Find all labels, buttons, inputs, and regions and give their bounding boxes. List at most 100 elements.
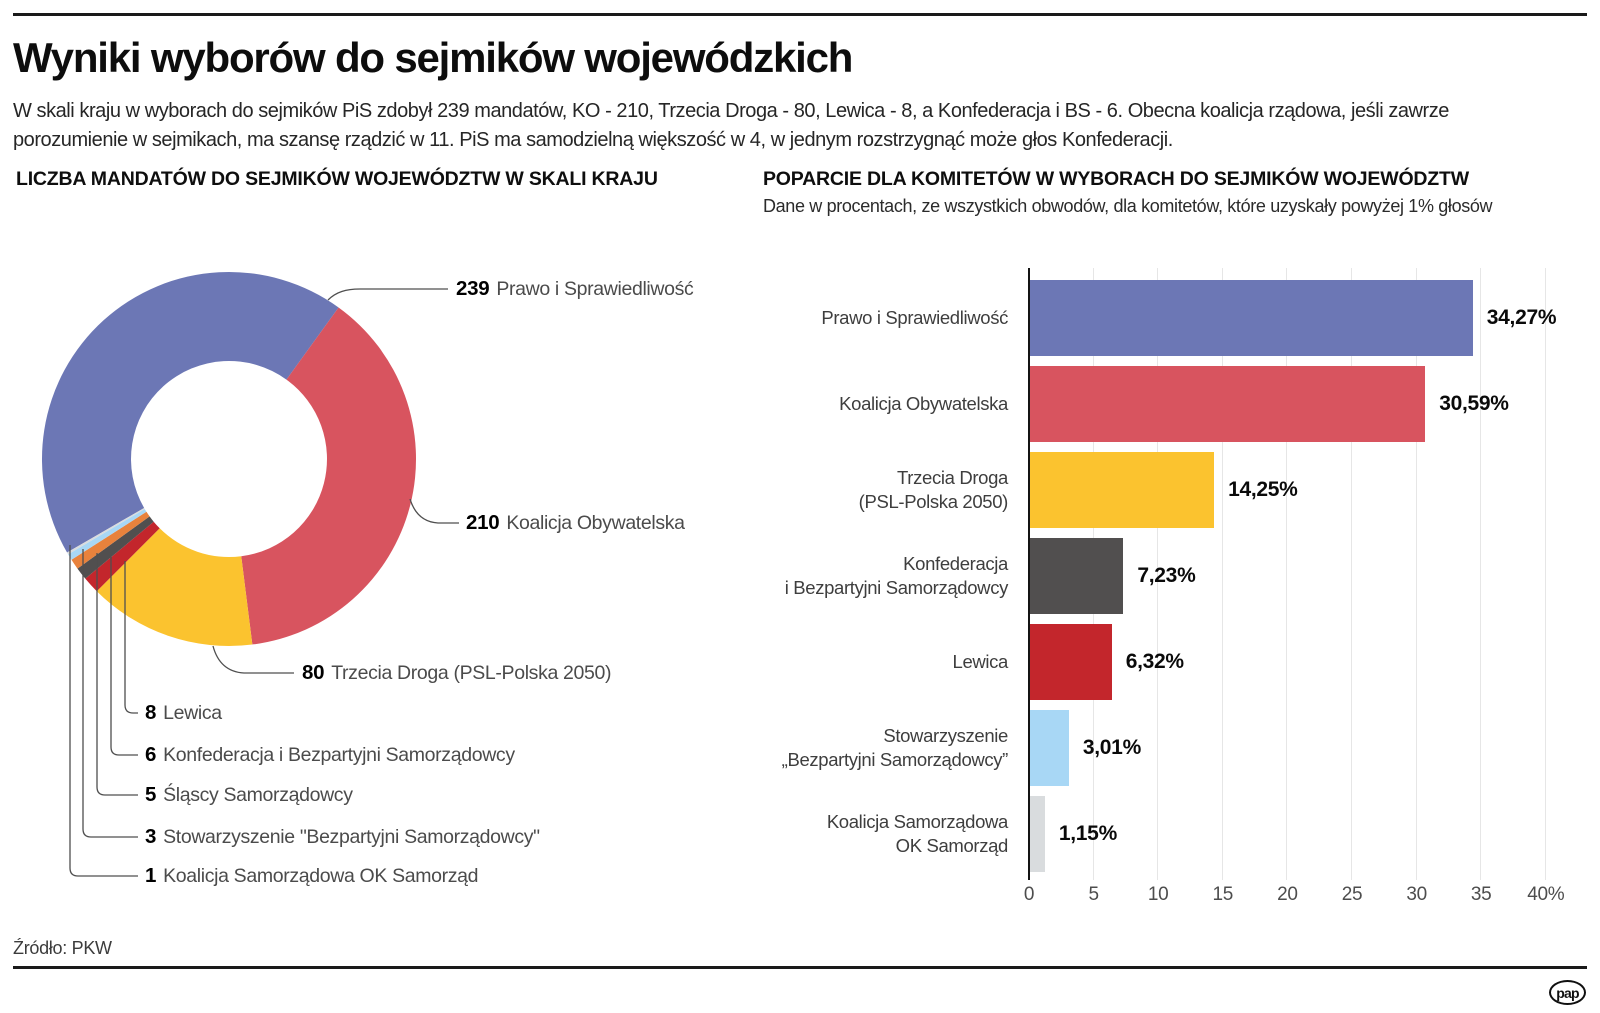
x-tick-label: 0: [1023, 884, 1035, 905]
bar-category-label-line: Koalicja Samorządowa: [826, 811, 1009, 832]
bar-value-label: 1,15%: [1058, 822, 1117, 845]
mandate-count: 1: [145, 864, 157, 887]
donut-callout-label: 1 Koalicja Samorządowa OK Samorząd: [145, 864, 479, 888]
bar-category-label: Konfederacja i Bezpartyjni Samorządowcy: [763, 538, 1009, 614]
callout-line: [96, 553, 138, 796]
x-tick-label: 10: [1147, 884, 1169, 905]
gridline: [1286, 268, 1288, 880]
committee-name: Trzecia Droga (PSL-Polska 2050): [331, 662, 612, 684]
callout-line: [212, 645, 294, 674]
x-tick-label: 15: [1212, 884, 1234, 905]
x-tick-label: 5: [1088, 884, 1099, 905]
committee-name: Lewica: [163, 702, 222, 724]
mandate-count: 3: [145, 825, 157, 848]
bar-category-label-line: „Bezpartyjni Samorządowcy”: [781, 749, 1009, 770]
bar-category-label-line: Stowarzyszenie: [883, 725, 1008, 746]
donut-slice: [71, 511, 150, 569]
gridline: [1351, 268, 1352, 880]
bar-category-label: Trzecia Droga (PSL-Polska 2050): [763, 452, 1009, 528]
mandate-count: 239: [456, 277, 490, 300]
intro-text: W skali kraju w wyborach do sejmików PiS…: [13, 100, 1449, 151]
committee-name: Stowarzyszenie "Bezpartyjni Samorządowcy…: [163, 826, 540, 848]
bar: [1030, 452, 1215, 528]
bar: [1030, 366, 1426, 442]
bar: [1030, 796, 1045, 872]
bar: [1030, 538, 1124, 614]
x-tick-label: 25: [1341, 884, 1363, 905]
donut-slice: [85, 521, 160, 592]
donut-slice: [41, 271, 339, 553]
bottom-rule: [13, 966, 1587, 969]
callout-line: [327, 288, 448, 301]
mandate-count: 5: [145, 783, 157, 806]
donut-chart: [41, 271, 459, 877]
bar-category-label-line: OK Samorząd: [895, 835, 1009, 856]
committee-name: Prawo i Sprawiedliwość: [496, 278, 694, 300]
bar-category-label: Koalicja Obywatelska: [763, 366, 1008, 442]
callout-line: [82, 549, 138, 838]
top-rule: [13, 13, 1587, 16]
pap-logo: pap: [1549, 980, 1586, 1005]
page-title: Wyniki wyborów do sejmików wojewódzkich: [13, 34, 853, 81]
bar-category-label-line: Trzecia Droga: [897, 467, 1008, 488]
donut-slice: [68, 508, 147, 560]
bar: [1030, 624, 1112, 700]
donut-callout-label: 8 Lewica: [145, 701, 222, 725]
bar-value-label: 3,01%: [1082, 736, 1141, 759]
bar: [1030, 710, 1069, 786]
committee-name: Koalicja Obywatelska: [506, 512, 685, 534]
gridline: [1221, 268, 1223, 880]
bar-category-label-line: Konfederacja: [903, 553, 1008, 574]
bar-category-label: Prawo i Sprawiedliwość: [763, 280, 1008, 356]
bar-category-label-line: Prawo i Sprawiedliwość: [821, 307, 1008, 328]
donut-chart-title: LICZBA MANDATÓW DO SEJMIKÓW WOJEWÓDZTW W…: [16, 168, 658, 190]
source-note: Źródło: PKW: [13, 938, 112, 958]
mandate-count: 6: [145, 743, 157, 766]
bar-chart: 0 5 10 15 20 25 30 35 40% Prawo i Sprawiedliwość 3…: [763, 268, 1593, 918]
donut-slice: [67, 508, 145, 555]
x-tick-label: 20: [1277, 884, 1298, 905]
mandate-count: 8: [145, 701, 157, 724]
bar-category-label-line: i Bezpartyjni Samorządowcy: [784, 577, 1009, 598]
donut-slice: [96, 528, 253, 647]
donut-callout-label: 3 Stowarzyszenie "Bezpartyjni Samorządowc…: [145, 825, 540, 849]
bar-chart-title: POPARCIE DLA KOMITETÓW W WYBORACH DO SEJ…: [763, 168, 1469, 190]
callout-line: [124, 561, 138, 714]
mandate-count: 80: [302, 661, 325, 684]
gridline: [1480, 268, 1482, 880]
bar-value-label: 7,23%: [1137, 564, 1196, 587]
gridline: [1157, 268, 1159, 880]
callout-line: [69, 545, 138, 877]
donut-callout-label: 80 Trzecia Droga (PSL-Polska 2050): [302, 661, 612, 685]
gridline: [1415, 268, 1417, 880]
bar-category-label: Lewica: [763, 624, 1009, 700]
bar-category-label: Stowarzyszenie „Bezpartyjni Samorządowcy”: [763, 710, 1009, 786]
donut-callout-label: 6 Konfederacja i Bezpartyjni Samorządowcy: [145, 743, 515, 767]
committee-name: Koalicja Samorządowa OK Samorząd: [163, 865, 479, 887]
callout-line: [409, 498, 459, 524]
mandate-count: 210: [466, 511, 500, 534]
bar-category-label: Koalicja Samorządowa OK Samorząd: [763, 796, 1009, 872]
donut-callout-label: 239 Prawo i Sprawiedliwość: [456, 277, 694, 301]
donut-callout-label: 210 Koalicja Obywatelska: [466, 511, 685, 535]
bar-value-label: 6,32%: [1125, 650, 1184, 673]
bar-category-label-line: (PSL-Polska 2050): [858, 491, 1009, 512]
committee-name: Konfederacja i Bezpartyjni Samorządowcy: [163, 744, 515, 766]
x-axis-line: [1028, 268, 1030, 880]
bar-value-label: 34,27%: [1486, 306, 1557, 329]
callout-line: [110, 557, 138, 756]
x-tick-label: 40%: [1527, 884, 1565, 905]
bar-category-label-line: Koalicja Obywatelska: [839, 393, 1008, 414]
bar-category-label-line: Lewica: [952, 651, 1009, 672]
x-tick-label: 30: [1406, 884, 1427, 905]
bar-chart-subtitle: Dane w procentach, ze wszystkich obwodów…: [763, 196, 1493, 216]
donut-slice: [241, 307, 417, 645]
bar: [1030, 280, 1473, 356]
committee-name: Śląscy Samorządowcy: [163, 784, 353, 806]
bar-value-label: 14,25%: [1228, 478, 1298, 501]
x-tick-label: 35: [1470, 884, 1492, 905]
gridline: [1544, 268, 1546, 880]
bar-value-label: 30,59%: [1439, 392, 1509, 415]
donut-callout-label: 5 Śląscy Samorządowcy: [145, 783, 353, 807]
